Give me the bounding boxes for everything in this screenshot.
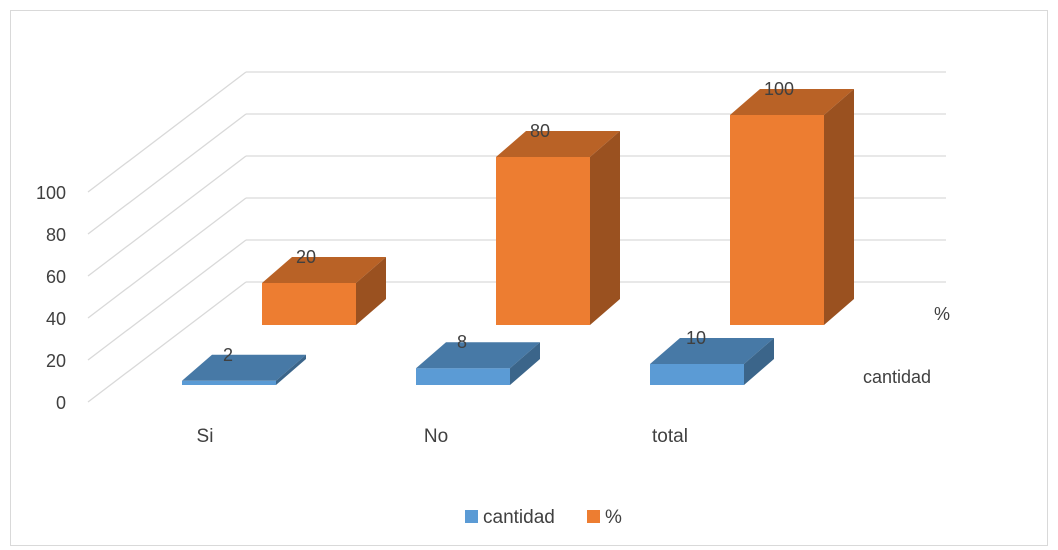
- legend-item: %: [587, 507, 622, 528]
- data-label: 2: [223, 345, 233, 365]
- y-tick-label: 60: [46, 267, 66, 287]
- bar-top: [730, 89, 854, 115]
- bar-side: [590, 131, 620, 325]
- depth-axis-label: cantidad: [863, 367, 931, 387]
- bar-top: [416, 342, 540, 369]
- bar-side: [824, 89, 854, 325]
- bar-front: [496, 157, 590, 325]
- x-tick-label: No: [424, 426, 448, 447]
- y-tick-label: 40: [46, 309, 66, 329]
- data-label: 8: [457, 332, 467, 352]
- bar-front: [730, 115, 824, 325]
- bar-pct-total: [730, 89, 854, 325]
- y-tick-label: 80: [46, 225, 66, 245]
- bar-front: [262, 283, 356, 325]
- bar-pct-no: [496, 131, 620, 325]
- bar-front: [182, 380, 276, 385]
- legend-label: cantidad: [483, 507, 555, 528]
- bar-side: [744, 338, 774, 385]
- bar-pct-si: [262, 257, 386, 325]
- legend-label: %: [605, 507, 622, 528]
- depth-axis-label: %: [934, 304, 950, 324]
- gridline-side: [87, 71, 247, 193]
- data-label: 10: [686, 328, 706, 348]
- bar-top: [262, 257, 386, 283]
- legend-item: cantidad: [465, 507, 555, 528]
- bar-top: [496, 131, 620, 157]
- gridline-side: [87, 197, 247, 319]
- y-tick-label: 0: [56, 393, 66, 413]
- data-label: 100: [764, 79, 794, 99]
- legend-swatch: [587, 510, 600, 523]
- legend-swatch: [465, 510, 478, 523]
- bar-cantidad-no: [416, 342, 540, 385]
- gridline-side: [87, 239, 247, 361]
- gridline-side: [87, 155, 247, 277]
- bar-side: [276, 354, 306, 385]
- y-tick-label: 100: [36, 183, 66, 203]
- x-tick-label: Si: [197, 426, 214, 447]
- bar-cantidad-total: [650, 338, 774, 385]
- data-label: 80: [530, 121, 550, 141]
- bar-side: [356, 257, 386, 325]
- bar-front: [416, 368, 510, 385]
- data-label: 20: [296, 247, 316, 267]
- gridline-side: [87, 113, 247, 235]
- bar-front: [650, 364, 744, 385]
- y-tick-label: 20: [46, 351, 66, 371]
- bar-top: [182, 354, 306, 381]
- bar-side: [510, 342, 540, 385]
- gridline-side: [87, 281, 247, 403]
- bar-cantidad-si: [182, 354, 306, 385]
- x-tick-label: total: [652, 426, 688, 447]
- bar-top: [650, 338, 774, 364]
